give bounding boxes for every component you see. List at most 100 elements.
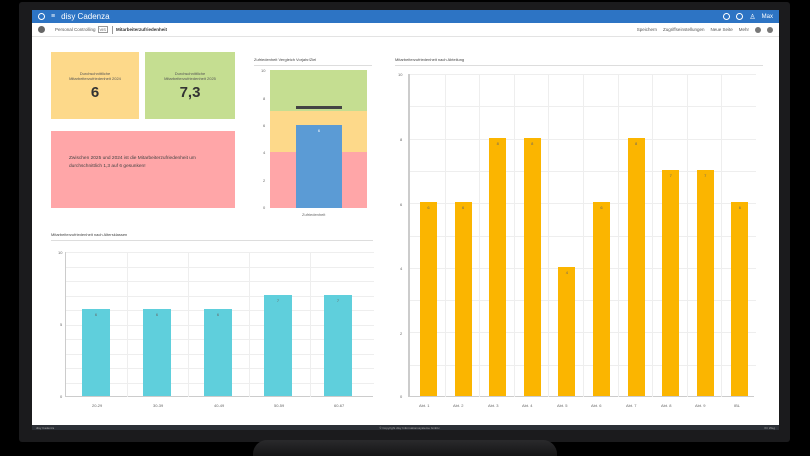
app-title: disy Cadenza bbox=[61, 12, 110, 21]
target-marker bbox=[296, 106, 342, 109]
kpi-caption: Durchschnittliche Mitarbeiterzufriedenhe… bbox=[69, 70, 121, 81]
y-tick: 5 bbox=[60, 322, 63, 327]
user-icon[interactable]: ♙ bbox=[749, 13, 756, 21]
menu-icon[interactable]: ≡ bbox=[51, 13, 56, 20]
comment-icon[interactable] bbox=[755, 26, 761, 33]
gridline bbox=[652, 74, 654, 397]
bar-age-40-49[interactable]: 6 bbox=[204, 309, 232, 396]
y-tick: 10 bbox=[261, 68, 266, 73]
status-bar: disy Cadenza © Copyright disy Informatio… bbox=[32, 425, 779, 430]
chart-title-department: Mitarbeiterzufriedenheit nach Abteilung bbox=[395, 57, 763, 66]
bar-label: 8 bbox=[634, 140, 638, 146]
breadcrumb-view[interactable]: Mitarbeiterzufriedenheit bbox=[115, 27, 167, 32]
x-label: 40-49 bbox=[214, 403, 225, 408]
bar-value: 6 bbox=[296, 125, 342, 208]
x-label: Abt. 8 bbox=[661, 403, 672, 408]
x-label: 20-29 bbox=[92, 403, 103, 408]
kpi-tile-2024: Durchschnittliche Mitarbeiterzufriedenhe… bbox=[51, 52, 139, 119]
x-label: Abt. 5 bbox=[557, 403, 568, 408]
chart-title-comparison: Zufriedenheit Vergleich Vorjahr/Ziel bbox=[254, 57, 372, 66]
chart-title-age: Mitarbeiterzufriedenheit nach Altersklas… bbox=[51, 232, 373, 241]
y-tick: 6 bbox=[400, 202, 403, 207]
bar-label: 8 bbox=[496, 140, 499, 146]
gridline bbox=[127, 252, 128, 397]
y-tick: 0 bbox=[60, 394, 63, 399]
gridline bbox=[721, 74, 723, 397]
gridline bbox=[188, 252, 189, 397]
x-label: Abt. 4 bbox=[522, 403, 533, 408]
monitor-stand bbox=[253, 440, 557, 456]
y-tick: 0 bbox=[263, 205, 266, 210]
bar-dept-7[interactable]: 8 bbox=[627, 137, 645, 396]
band-green bbox=[270, 70, 367, 111]
x-label: Abt. 6 bbox=[591, 403, 602, 408]
gridline bbox=[548, 74, 550, 397]
bar-age-60-67[interactable]: 7 bbox=[324, 294, 352, 396]
help-icon[interactable] bbox=[723, 13, 731, 20]
info-icon[interactable] bbox=[736, 13, 744, 20]
bar-label: 6 bbox=[600, 205, 603, 211]
bar-label: 4 bbox=[565, 269, 568, 275]
new-page-button[interactable]: Neue Seite bbox=[710, 27, 733, 32]
save-button[interactable]: Speichern bbox=[636, 27, 658, 32]
bar-dept-3[interactable]: 8 bbox=[489, 137, 507, 396]
bar-label: 7 bbox=[336, 297, 340, 303]
breadcrumb-badge: VIS bbox=[97, 26, 108, 33]
power-icon[interactable] bbox=[38, 13, 45, 20]
x-label: Zufriedenheit bbox=[302, 212, 326, 217]
bar-label: 6 bbox=[427, 205, 430, 211]
bar-dept-8[interactable]: 7 bbox=[662, 169, 680, 396]
toolbar: Personal Controlling VIS Mitarbeiterzufr… bbox=[32, 23, 779, 37]
access-settings-button[interactable]: Zugriffseinstellungen bbox=[663, 27, 705, 32]
gridline bbox=[66, 295, 374, 297]
bar-label: 6 bbox=[461, 205, 465, 211]
gridline bbox=[66, 252, 374, 253]
gridline bbox=[310, 252, 311, 397]
more-button[interactable]: Mehr bbox=[738, 27, 749, 32]
kpi-value: 7,3 bbox=[179, 83, 201, 101]
gridline bbox=[617, 74, 619, 397]
gear-icon[interactable] bbox=[38, 26, 45, 33]
bar-dept-2[interactable]: 6 bbox=[454, 202, 472, 396]
gridline bbox=[513, 74, 515, 397]
x-label: 60-67 bbox=[334, 403, 345, 408]
age-chart: 6 6 6 7 7 bbox=[65, 252, 374, 397]
user-name[interactable]: Max bbox=[761, 13, 773, 20]
status-center: © Copyright disy Informationssysteme Gmb… bbox=[379, 425, 440, 430]
bar-dept-4[interactable]: 8 bbox=[523, 137, 541, 396]
bar-dept-6[interactable]: 6 bbox=[593, 202, 610, 396]
title-bar: ≡ disy Cadenza ♙ Max bbox=[32, 10, 779, 23]
bar-label: 8 bbox=[531, 140, 534, 146]
bar-label: 6 bbox=[155, 312, 159, 317]
y-tick: 8 bbox=[400, 137, 403, 142]
y-tick: 10 bbox=[398, 72, 403, 77]
bar-dept-5[interactable]: 4 bbox=[558, 266, 576, 396]
breadcrumb-workbook[interactable]: Personal Controlling bbox=[55, 27, 96, 32]
bar-dept-9[interactable]: 7 bbox=[696, 169, 714, 396]
y-tick: 2 bbox=[263, 178, 266, 183]
y-tick: 8 bbox=[263, 96, 266, 101]
bar-label: 6 bbox=[216, 312, 220, 317]
y-tick: 10 bbox=[58, 250, 63, 255]
app-window: ≡ disy Cadenza ♙ Max Personal Controllin… bbox=[32, 10, 779, 430]
gridline bbox=[444, 74, 446, 397]
settings-icon[interactable] bbox=[767, 26, 773, 33]
department-chart: 6 6 8 8 4 6 8 7 7 6 bbox=[408, 74, 756, 397]
bullet-chart: 6 bbox=[270, 70, 367, 208]
gridline bbox=[249, 252, 250, 397]
gridline bbox=[583, 74, 584, 397]
bar-age-50-59[interactable]: 7 bbox=[264, 294, 292, 396]
divider bbox=[111, 25, 113, 34]
bar-label: 7 bbox=[276, 297, 280, 303]
x-label: 30-39 bbox=[153, 403, 164, 408]
gridline bbox=[686, 74, 688, 397]
y-tick: 4 bbox=[400, 266, 403, 271]
x-label: Abt. 3 bbox=[488, 403, 499, 408]
x-label: Abt. 1 bbox=[419, 403, 430, 408]
bar-dept-1[interactable]: 6 bbox=[420, 202, 437, 396]
gridline bbox=[66, 281, 374, 282]
bar-dept-ibl[interactable]: 6 bbox=[731, 202, 749, 396]
bar-label: 6 bbox=[94, 312, 98, 317]
bar-age-30-39[interactable]: 6 bbox=[143, 309, 171, 396]
bar-age-20-29[interactable]: 6 bbox=[82, 309, 110, 396]
